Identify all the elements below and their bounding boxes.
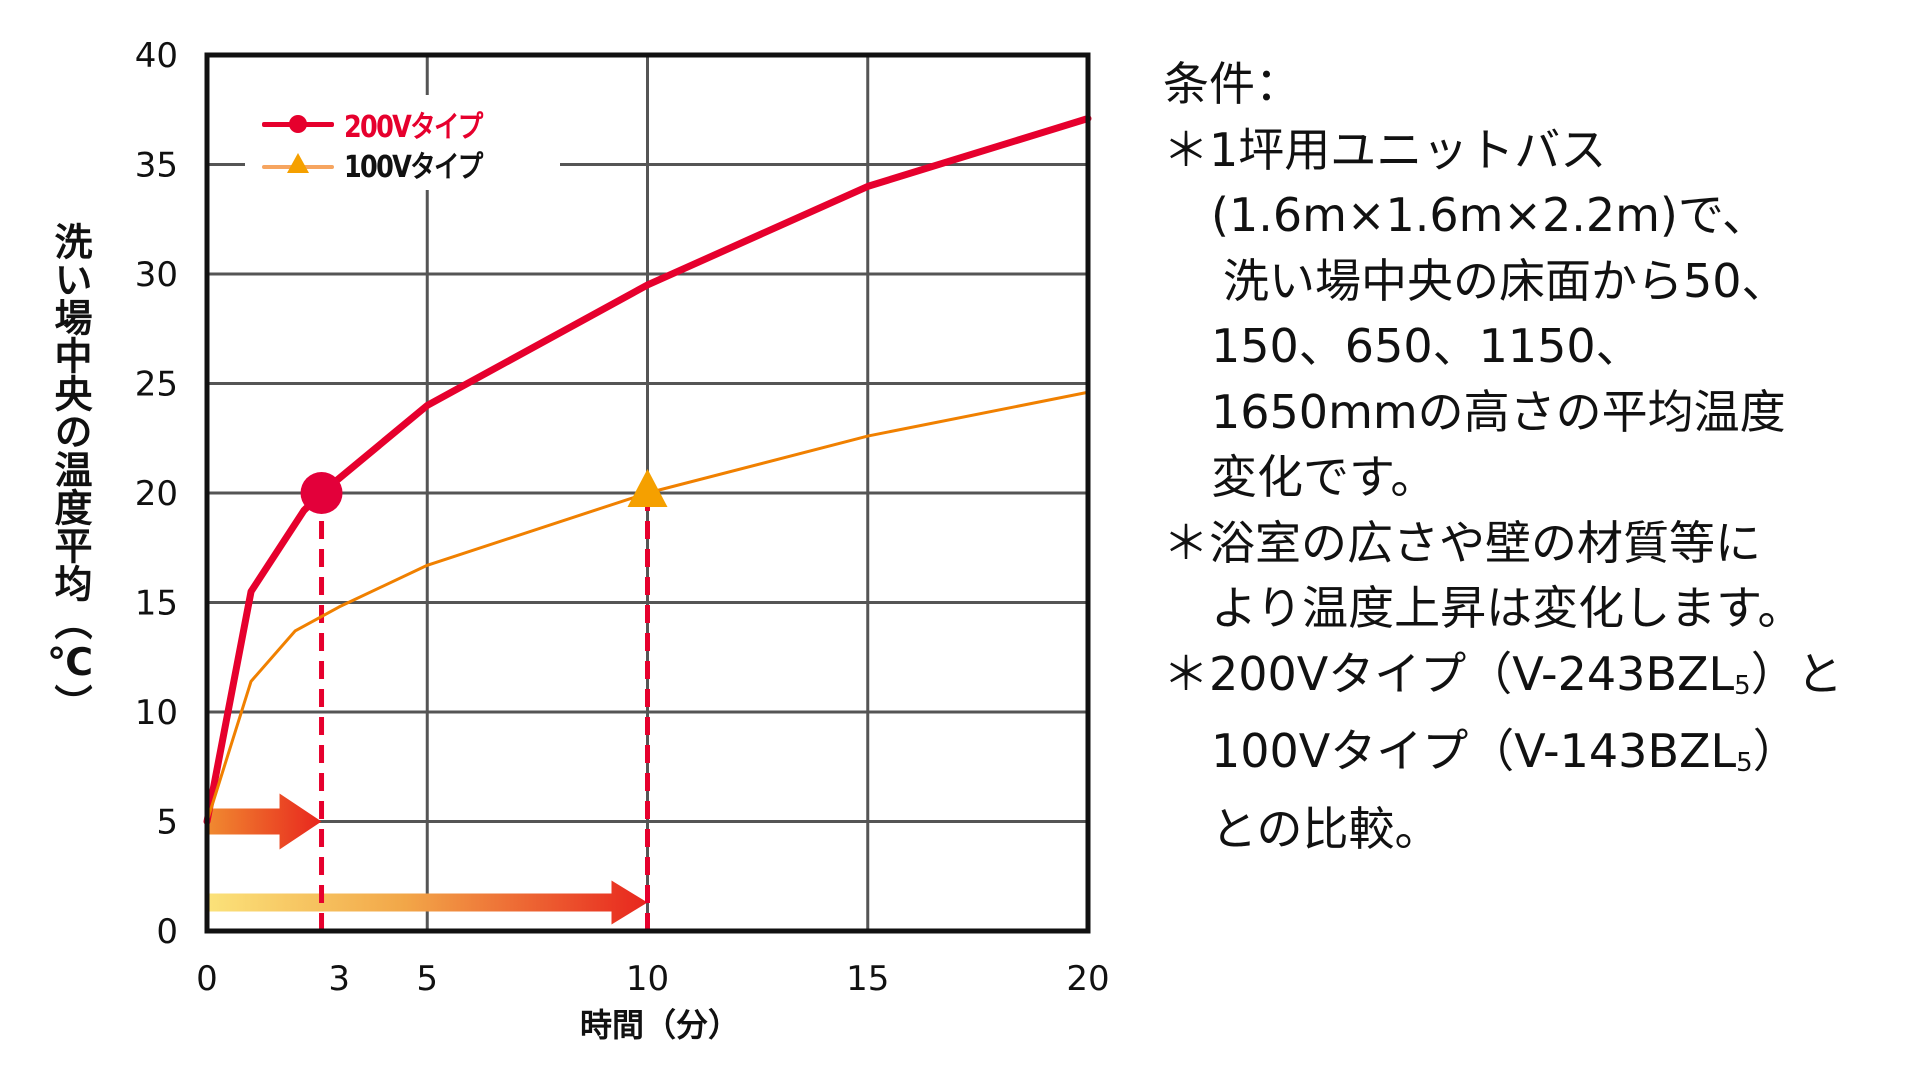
y-tick-label: 25 [135, 365, 178, 405]
x-tick-label: 5 [416, 959, 438, 999]
x-tick-label: 20 [1066, 959, 1109, 999]
note-line: ＊1坪用ユニットバス [1163, 122, 1607, 177]
model-200v-tail: ）と [1750, 646, 1843, 701]
arrow-right-icon [208, 793, 322, 850]
y-tick-label: 0 [156, 912, 178, 952]
y-tick-label: 35 [135, 146, 178, 186]
x-tick-label: 0 [196, 959, 218, 999]
series-line [203, 115, 1092, 825]
y-tick-label: 10 [135, 693, 178, 733]
circle-marker-icon [300, 472, 343, 514]
y-tick-label: 20 [135, 474, 178, 514]
plot-frame [204, 52, 1091, 934]
note-line: (1.6m×1.6m×2.2m)で、 [1211, 188, 1769, 242]
plot-border [204, 52, 1091, 934]
model-200v-text: ＊200Vタイプ（V-243BZL [1163, 646, 1735, 701]
triangle-marker-icon [627, 469, 668, 507]
note-line: 150、650、1150、 [1211, 319, 1642, 373]
y-tick-label: 5 [156, 803, 178, 843]
note-line: より温度上昇は変化します。 [1211, 581, 1804, 635]
note-line: 変化です。 [1211, 450, 1437, 504]
y-axis-label: 洗い場中央の温度平均（℃） [48, 222, 92, 722]
legend-item-100v: 100Vタイプ [262, 144, 506, 185]
note-line-model-100v: 100Vタイプ（V-143BZL5） [1163, 719, 1903, 797]
model-200v-subscript: 5 [1734, 670, 1751, 701]
conditions-notes: 条件： ＊1坪用ユニットバス (1.6m×1.6m×2.2m)で、 洗い場中央の… [1163, 52, 1903, 862]
gridlines [207, 55, 1088, 931]
model-100v-text: 100Vタイプ（V-143BZL [1211, 724, 1737, 778]
model-100v-tail: ） [1752, 724, 1799, 778]
note-line-model-200v: ＊200Vタイプ（V-243BZL5）と [1163, 642, 1903, 720]
triangle-marker-icon [262, 149, 334, 179]
legend: 200Vタイプ 100Vタイプ [262, 104, 506, 185]
legend-label-200v: 200Vタイプ [344, 110, 483, 145]
y-tick-label: 15 [135, 584, 178, 624]
legend-background [245, 95, 560, 190]
legend-item-200v: 200Vタイプ [262, 104, 506, 145]
series-line [205, 390, 1090, 823]
notes-heading: 条件： [1163, 57, 1301, 111]
dashed-guides [319, 493, 650, 931]
x-tick-label: 15 [846, 959, 889, 999]
data-series [203, 115, 1092, 825]
legend-label-100v: 100Vタイプ [344, 150, 483, 185]
x-axis-label: 時間（分） [580, 1006, 741, 1044]
x-tick-label: 3 [328, 959, 350, 999]
y-tick-label: 40 [135, 36, 178, 76]
note-line: 1650mmの高さの平均温度 [1211, 384, 1786, 439]
note-line: ＊浴室の広さや壁の材質等に [1163, 515, 1761, 570]
note-line: との比較。 [1211, 801, 1441, 856]
time-arrows [208, 793, 648, 925]
circle-marker-icon [262, 109, 334, 139]
y-tick-label: 30 [135, 255, 178, 295]
arrow-right-icon [208, 880, 648, 925]
note-line: 洗い場中央の床面から50、 [1223, 253, 1788, 308]
model-100v-subscript: 5 [1736, 748, 1753, 778]
x-tick-label: 10 [626, 959, 669, 999]
